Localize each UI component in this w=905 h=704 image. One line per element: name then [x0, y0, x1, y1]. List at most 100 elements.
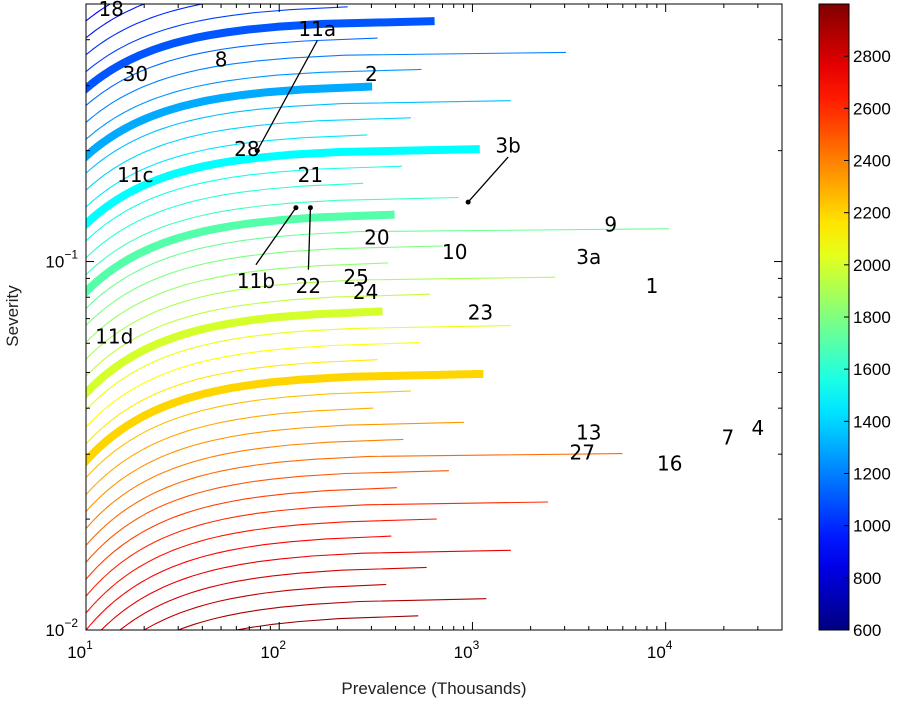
x-tick-label: 104 [647, 638, 673, 662]
point-label: 10 [442, 240, 467, 264]
point-label: 3a [576, 245, 601, 269]
y-tick-label: 10−2 [45, 616, 78, 640]
contour-line [86, 228, 669, 310]
contour-line [86, 6, 348, 73]
y-axis-ticks: 10−2 10−1 [45, 3, 782, 640]
contour-lines [28, 4, 669, 630]
contour-line [86, 518, 437, 614]
x-tick-label: 101 [67, 638, 93, 662]
contour-line [86, 37, 378, 107]
contour-line [86, 51, 566, 124]
point-label: 11b [237, 269, 275, 293]
contour-line [86, 293, 430, 378]
leader-line [255, 207, 297, 266]
point-label: 1 [646, 274, 659, 298]
contour-line [178, 598, 487, 630]
y-tick-label: 10−1 [45, 248, 78, 272]
x-axis-ticks: 101 102 103 104 [67, 4, 783, 662]
plot-frame [85, 3, 783, 631]
point-label: 2 [365, 62, 378, 86]
annotation-markers [254, 40, 509, 270]
contour-line-highlight [86, 82, 373, 162]
colorbar-tick-label: 1000 [853, 517, 891, 536]
leader-line [256, 40, 318, 151]
contour-line [86, 262, 389, 344]
contour-line [143, 583, 387, 630]
contour-line [86, 470, 449, 564]
point-label: 13 [576, 421, 601, 445]
colorbar-tick-label: 2600 [853, 99, 891, 118]
contour-line [86, 4, 87, 5]
contour-line [100, 549, 511, 630]
point-label: 28 [234, 137, 259, 161]
colorbar-tick-label: 2000 [853, 256, 891, 275]
contour-line [86, 100, 511, 174]
contour-line [86, 535, 392, 630]
contour-line [86, 407, 374, 496]
point-label: 3b [495, 134, 520, 158]
colorbar-tick-label: 1400 [853, 412, 891, 431]
contour-line-highlight [86, 369, 484, 467]
point-label: 25 [343, 265, 368, 289]
colorbar-tick-label: 600 [853, 621, 881, 640]
contour-line [86, 453, 623, 547]
contour-line [119, 566, 427, 630]
point-marker [465, 199, 471, 205]
contour-line [86, 421, 464, 513]
contour-line [28, 4, 39, 21]
contour-line [236, 615, 419, 630]
contour-line [86, 487, 397, 581]
contour-line [86, 390, 411, 479]
contour-line [86, 245, 443, 327]
point-label: 8 [215, 48, 228, 72]
contour-line [86, 68, 422, 141]
contour-line [86, 501, 549, 598]
point-label: 11d [95, 325, 133, 349]
x-tick-label: 102 [260, 638, 286, 662]
point-label: 16 [657, 452, 682, 476]
point-label: 11c [117, 163, 153, 187]
point-label: 9 [604, 212, 617, 236]
colorbar-tick-label: 800 [853, 569, 881, 588]
x-tick-label: 103 [454, 638, 480, 662]
point-label: 4 [751, 416, 764, 440]
contour-line [86, 196, 459, 276]
contour-line [86, 4, 111, 22]
point-label: 20 [364, 226, 389, 250]
point-label: 7 [722, 425, 735, 449]
contour-line [86, 438, 404, 530]
contour-line [86, 342, 420, 428]
colorbar-tick-label: 2400 [853, 152, 891, 171]
point-label: 24 [353, 280, 378, 304]
contour-line [86, 276, 556, 361]
contour-line [86, 359, 378, 445]
point-marker [307, 205, 313, 211]
point-marker [254, 148, 260, 154]
colorbar-tick-label: 1200 [853, 465, 891, 484]
point-label: 21 [298, 163, 323, 187]
contour-line-highlight [86, 17, 435, 94]
point-label: 18 [98, 0, 123, 21]
contour-line [86, 165, 403, 242]
contour-line [86, 324, 511, 411]
contour-line [86, 4, 203, 56]
contour-line [86, 134, 368, 208]
contour-line [86, 117, 411, 191]
colorbar-tick-label: 1800 [853, 308, 891, 327]
point-label: 11a [298, 17, 336, 41]
point-marker [293, 205, 299, 211]
leader-line [467, 156, 509, 203]
point-label: 27 [570, 441, 595, 465]
colorbar-tick-label: 1600 [853, 360, 891, 379]
y-axis-label: Severity [3, 285, 22, 347]
point-label: 30 [123, 62, 148, 86]
colorbar-tick-label: 2200 [853, 204, 891, 223]
contour-line [29, 4, 67, 55]
contour-line-highlight [86, 210, 395, 298]
point-label: 23 [468, 301, 493, 325]
point-label: 22 [296, 274, 321, 298]
x-axis-label: Prevalence (Thousands) [341, 679, 526, 698]
colorbar-ticks: 600 800 1000 1200 1400 1600 1800 2000 2200 2400 26… [844, 47, 891, 640]
colorbar-tick-label: 2800 [853, 47, 891, 66]
